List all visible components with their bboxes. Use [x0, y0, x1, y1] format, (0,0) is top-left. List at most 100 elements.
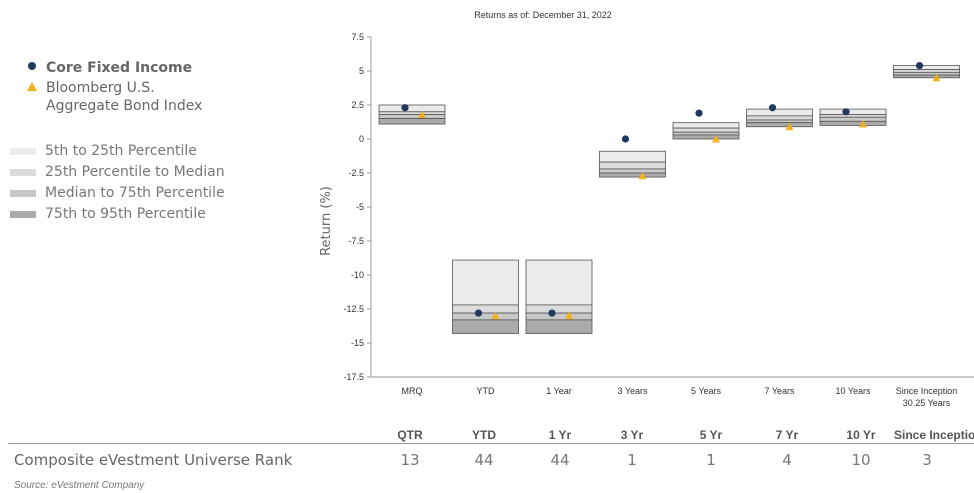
benchmark-point — [785, 122, 794, 131]
core-fixed-income-point — [474, 309, 483, 317]
rank-header-since-inception: Since Inception — [894, 428, 974, 442]
y-tick-label: 7.5 — [351, 32, 364, 42]
percentile-band — [378, 114, 446, 119]
y-tick-label: -5 — [356, 202, 364, 212]
legend-label-median-p75: Median to 75th Percentile — [45, 185, 225, 201]
x-tick-label: 30.25 Years — [903, 398, 951, 408]
rank-value-5yr: 1 — [706, 451, 716, 469]
series-markers — [401, 61, 941, 320]
swatch-icon — [10, 211, 36, 218]
core-fixed-income-point — [621, 135, 630, 143]
percentile-band — [452, 304, 519, 314]
y-axis: 7.5 5 2.5 0 -2.5 -5 -7.5 -10 -12.5 -15 -17.5 — [343, 32, 372, 382]
swatch-icon — [10, 190, 36, 197]
x-tick-label: 5 Years — [691, 386, 722, 396]
rank-header-5yr: 5 Yr — [699, 428, 723, 442]
triangle-marker-icon — [27, 82, 37, 91]
x-tick-label: 7 Years — [764, 386, 795, 396]
rank-value-7yr: 4 — [782, 451, 792, 469]
benchmark-point — [418, 110, 426, 119]
benchmark-point — [859, 120, 867, 128]
rank-header-3yr: 3 Yr — [620, 428, 644, 442]
percentile-band — [819, 114, 887, 118]
percentile-band — [893, 74, 960, 79]
percentile-band — [893, 65, 960, 71]
percentile-band — [672, 131, 740, 136]
rank-header-7yr: 7 Yr — [775, 428, 799, 442]
percentile-band — [893, 71, 960, 76]
percentile-band — [525, 304, 593, 314]
benchmark-point — [932, 73, 941, 82]
rank-header-10yr: 10 Yr — [846, 428, 876, 442]
y-tick-label: -2.5 — [348, 168, 364, 178]
y-tick-label: 5 — [359, 66, 364, 76]
legend-label-p25-median: 25th Percentile to Median — [45, 164, 225, 180]
percentile-band — [893, 69, 960, 73]
percentile-band — [819, 116, 887, 122]
y-tick-label: -10 — [351, 270, 364, 280]
percentile-band — [378, 104, 446, 113]
percentile-band — [452, 312, 519, 321]
percentile-band — [746, 122, 813, 128]
x-tick-label: MRQ — [402, 386, 423, 396]
core-fixed-income-point — [401, 104, 409, 112]
percentile-band — [378, 111, 446, 115]
core-fixed-income-point — [548, 309, 556, 317]
percentile-band — [819, 120, 887, 126]
percentile-band — [672, 127, 740, 133]
x-tick-label: Since Inception — [896, 386, 958, 396]
rank-value-3yr: 1 — [627, 451, 637, 469]
benchmark-point — [638, 171, 647, 180]
percentile-bands — [378, 65, 960, 334]
legend-label-core: Core Fixed Income — [46, 60, 193, 76]
y-tick-label: -17.5 — [343, 372, 364, 382]
percentile-band — [746, 115, 813, 121]
core-fixed-income-point — [915, 61, 924, 70]
y-tick-label: -7.5 — [348, 236, 364, 246]
core-fixed-income-point — [768, 104, 777, 112]
rank-value-1yr: 44 — [550, 451, 570, 469]
percentile-band — [672, 122, 740, 129]
source-note: Source: eVestment Company — [14, 480, 145, 491]
percentile-band — [525, 319, 593, 334]
y-tick-label: 2.5 — [351, 100, 364, 110]
percentile-band — [525, 312, 593, 321]
core-fixed-income-point — [842, 108, 850, 116]
returns-chart: Returns as of: December 31, 2022 Return … — [319, 10, 974, 408]
x-axis: MRQ YTD 1 Year 3 Years 5 Years 7 Years 10 Year… — [371, 376, 974, 408]
percentile-band — [452, 259, 519, 306]
legend-label-p75-95: 75th to 95th Percentile — [45, 206, 206, 222]
percentile-band — [599, 172, 666, 178]
rank-header-qtr: QTR — [397, 428, 423, 442]
percentile-band — [599, 150, 666, 163]
legend-label-benchmark-line2: Aggregate Bond Index — [46, 98, 203, 114]
benchmark-point — [491, 311, 500, 320]
rank-value-qtr: 13 — [400, 451, 420, 469]
x-tick-label: 1 Year — [546, 386, 572, 396]
x-tick-label: YTD — [477, 386, 496, 396]
x-tick-label: 10 Years — [835, 386, 871, 396]
percentile-band — [819, 108, 887, 115]
chart-title: Returns as of: December 31, 2022 — [474, 10, 612, 20]
y-tick-label: 0 — [359, 134, 364, 144]
rank-value-ytd: 44 — [474, 451, 494, 469]
rank-header-1yr: 1 Yr — [548, 428, 572, 442]
y-axis-label: Return (%) — [319, 186, 334, 256]
percentile-band — [746, 119, 813, 124]
percentile-band — [672, 134, 740, 140]
percentile-band — [378, 118, 446, 125]
circle-marker-icon — [28, 62, 36, 70]
legend-label-p5-25: 5th to 25th Percentile — [45, 143, 197, 159]
benchmark-point — [565, 311, 573, 320]
percentile-band — [599, 161, 666, 170]
percentile-band — [452, 319, 519, 334]
rank-row-label: Composite eVestment Universe Rank — [14, 451, 293, 469]
legend-label-benchmark-line1: Bloomberg U.S. — [46, 80, 155, 96]
swatch-icon — [10, 169, 36, 176]
rank-value-10yr: 10 — [851, 451, 871, 469]
y-tick-label: -12.5 — [343, 304, 364, 314]
x-tick-label: 3 Years — [617, 386, 648, 396]
y-tick-label: -15 — [351, 338, 364, 348]
swatch-icon — [10, 148, 36, 155]
percentile-band — [525, 259, 593, 306]
